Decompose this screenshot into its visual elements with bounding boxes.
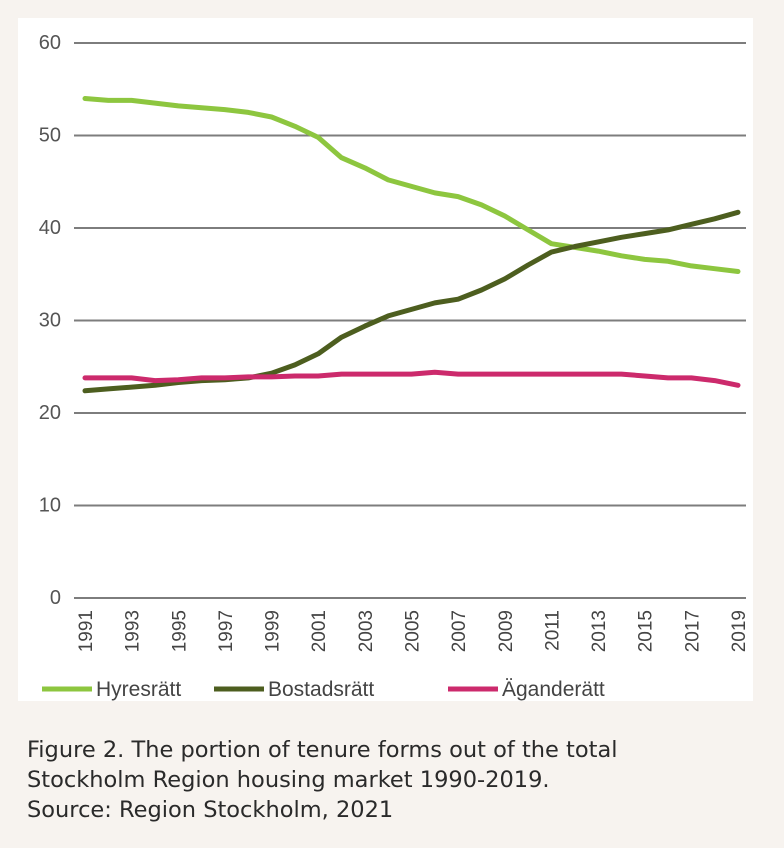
y-tick-label-50: 50: [39, 125, 61, 147]
series-line-2: [82, 369, 741, 388]
x-tick-label-2001: 2001: [309, 610, 330, 652]
series-line-1: [82, 209, 741, 394]
x-tick-label-2017: 2017: [682, 610, 703, 652]
x-tick-label-2019: 2019: [729, 610, 750, 652]
x-tick-label-2009: 2009: [496, 610, 517, 652]
x-tick-label-2011: 2011: [542, 610, 563, 651]
x-tick-label-2013: 2013: [589, 610, 610, 652]
y-tick-label-30: 30: [39, 310, 61, 332]
x-tick-label-1999: 1999: [263, 610, 284, 652]
line-chart: 0 10 20 30 40 50 60 1991 1993 1995 1997 1999 2001 200…: [39, 32, 750, 701]
y-tick-label-20: 20: [39, 402, 61, 424]
y-tick-label-40: 40: [39, 217, 61, 239]
x-tick-label-1995: 1995: [169, 610, 190, 652]
legend-label-0: Hyresrätt: [96, 678, 181, 701]
y-tick-label-0: 0: [50, 587, 61, 609]
caption-line-1: Figure 2. The portion of tenure forms ou…: [27, 737, 618, 763]
y-tick-label-60: 60: [39, 32, 61, 54]
y-tick-label-10: 10: [39, 495, 61, 517]
x-tick-label-2007: 2007: [449, 610, 470, 652]
chart-panel: 0 10 20 30 40 50 60 1991 1993 1995 1997 1999 2001 200…: [18, 18, 753, 701]
legend-label-1: Bostadsrätt: [268, 678, 374, 701]
series-line-0: [82, 96, 741, 274]
caption-line-2: Stockholm Region housing market 1990-201…: [27, 767, 550, 793]
caption-line-3: Source: Region Stockholm, 2021: [27, 797, 394, 823]
x-tick-label-2005: 2005: [403, 610, 424, 652]
x-tick-label-1991: 1991: [76, 610, 97, 652]
x-tick-label-2015: 2015: [636, 610, 657, 652]
x-tick-label-2003: 2003: [356, 610, 377, 652]
legend-label-2: Äganderätt: [502, 678, 605, 701]
x-tick-label-1997: 1997: [216, 610, 237, 652]
x-tick-label-1993: 1993: [123, 610, 144, 652]
figure-caption: Figure 2. The portion of tenure forms ou…: [27, 735, 767, 825]
